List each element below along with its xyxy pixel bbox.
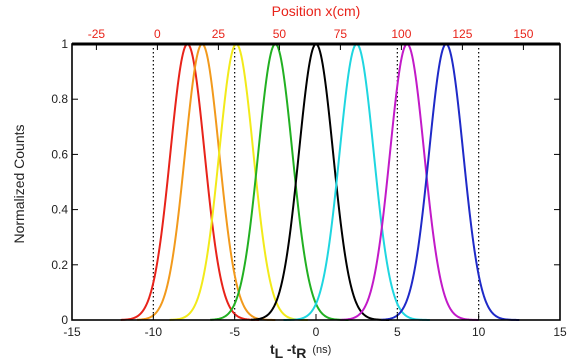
top-tick-label-4: 75	[334, 27, 348, 41]
top-tick-label-0: -25	[88, 27, 106, 41]
x-axis-title-t1: t	[270, 341, 275, 357]
x-tick-label-3: 0	[313, 325, 320, 339]
x-axis-title-sub1: L	[275, 345, 284, 361]
tick-marks	[71, 43, 561, 321]
x-axis-title-sub2: R	[296, 345, 306, 361]
x-tick-label-4: 5	[394, 325, 401, 339]
series-curve-4	[250, 42, 390, 321]
top-tick-label-2: 25	[212, 27, 226, 41]
top-tick-label-6: 125	[452, 27, 472, 41]
series-curve-0	[120, 42, 260, 321]
top-tick-label-1: 0	[154, 27, 161, 41]
x-tick-label-0: -15	[63, 325, 81, 339]
series-curve-3	[210, 42, 349, 321]
plot-frame	[71, 43, 561, 321]
series-curve-7	[381, 42, 520, 321]
x-tick-label-2: -5	[229, 325, 240, 339]
x-axis-title-mid: -t	[283, 341, 297, 357]
y-tick-label-1: 0.2	[51, 258, 68, 272]
x-tick-label-6: 15	[553, 325, 567, 339]
top-tick-label-5: 100	[391, 27, 411, 41]
y-tick-label-3: 0.6	[51, 147, 68, 161]
y-axis-title: Normalized Counts	[11, 124, 27, 243]
x-axis-title: tL -tR (ns)	[270, 341, 331, 361]
series-curve-2	[169, 42, 308, 321]
top-axis-title: Position x(cm)	[272, 3, 361, 19]
series-curve-6	[340, 42, 479, 321]
top-tick-label-7: 150	[513, 27, 533, 41]
y-tick-label-0: 0	[61, 313, 68, 327]
series-curve-1	[137, 42, 276, 321]
y-tick-label-2: 0.4	[51, 203, 68, 217]
top-tick-label-3: 50	[273, 27, 287, 41]
y-tick-label-4: 0.8	[51, 92, 68, 106]
x-tick-label-1: -10	[145, 325, 163, 339]
x-tick-label-5: 10	[472, 325, 486, 339]
x-axis-title-unit: (ns)	[312, 344, 331, 356]
series-curves	[120, 42, 520, 321]
y-tick-label-5: 1	[61, 37, 68, 51]
